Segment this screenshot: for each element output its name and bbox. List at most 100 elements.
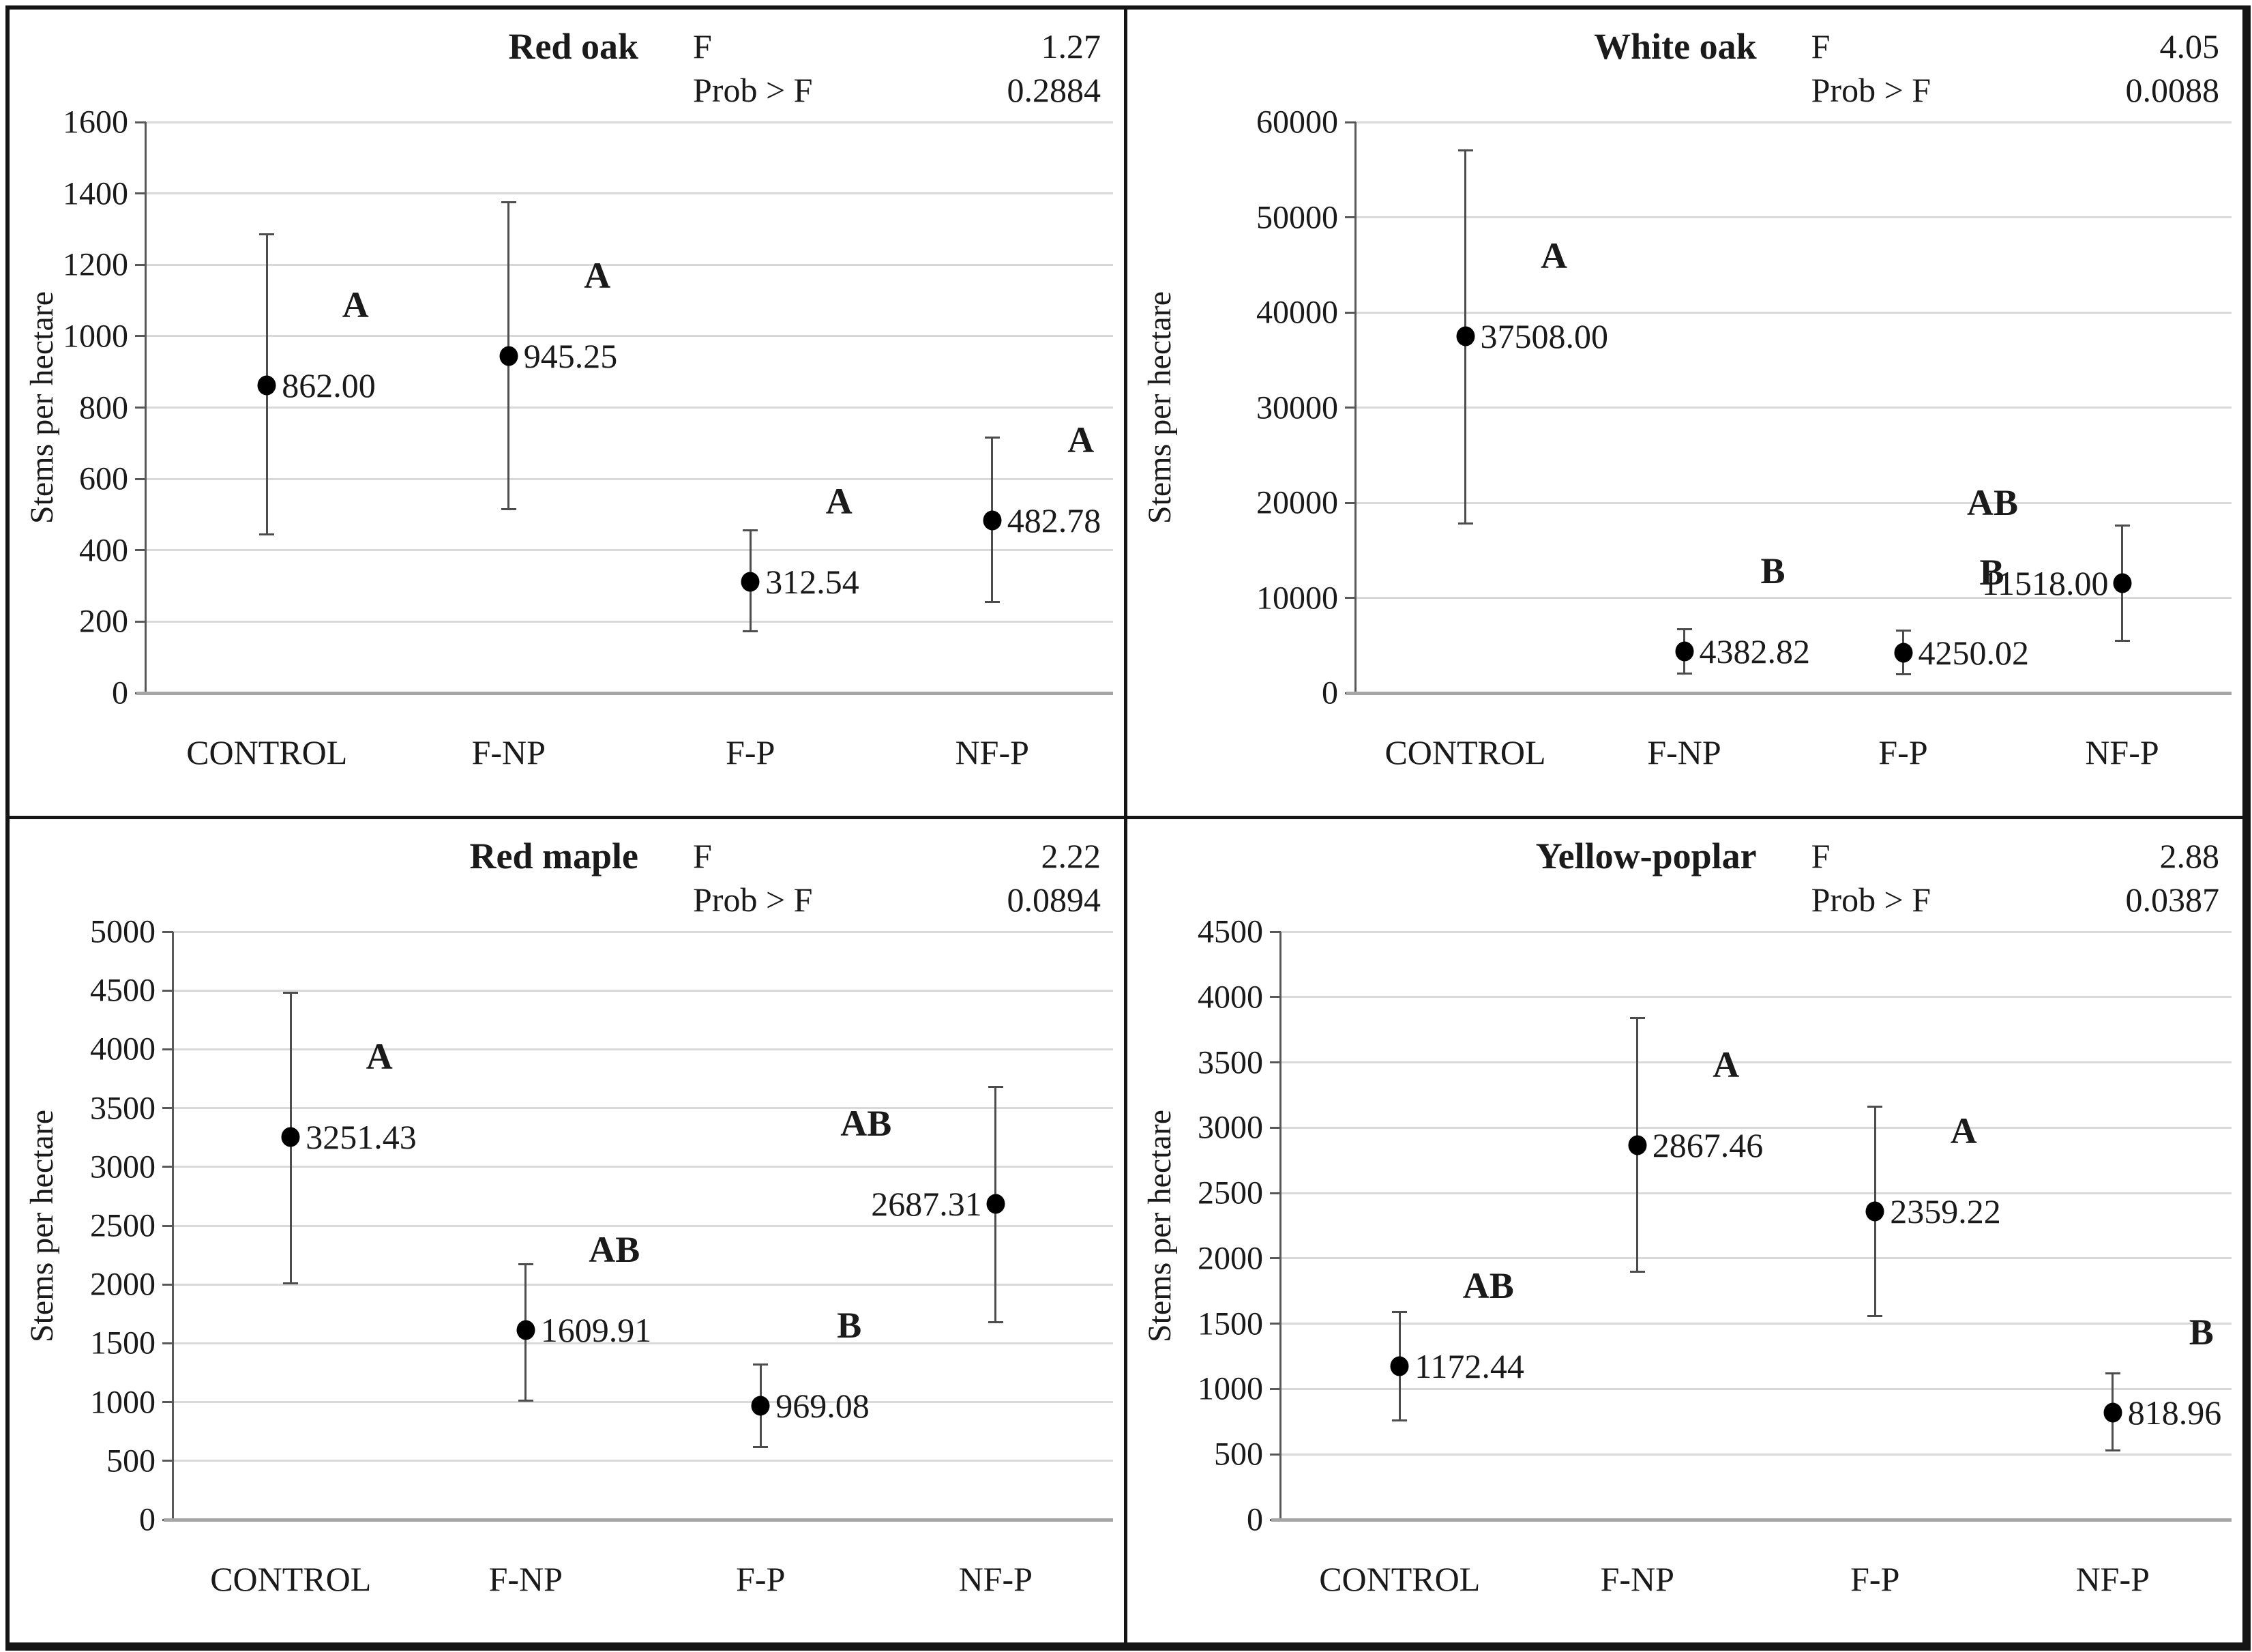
error-bar-cap-top <box>1676 628 1692 631</box>
value-label-nf-p: 11518.00 <box>1981 564 2109 603</box>
data-point-f-p <box>741 572 760 591</box>
panel-red-oak: Red oak F 1.27 Prob > F 0.2884 Stems per h… <box>10 10 1124 816</box>
y-tick-label: 0 <box>112 675 128 711</box>
f-stat-label: F <box>1811 837 1831 875</box>
error-bar-cap-top <box>1629 1016 1645 1019</box>
prob-stat-label: Prob > F <box>1811 71 1931 109</box>
y-tick-mark <box>1345 216 1356 218</box>
x-axis-label-nf-p: NF-P <box>2085 733 2159 771</box>
error-bar-cap-bottom <box>1629 1270 1645 1273</box>
y-tick-label: 400 <box>79 532 128 569</box>
y-tick-mark <box>135 620 146 623</box>
y-tick-mark <box>135 192 146 195</box>
y-axis-line <box>1354 122 1357 694</box>
y-tick-label: 2000 <box>90 1266 155 1303</box>
x-axis-line <box>1346 692 2232 695</box>
y-tick-label: 1000 <box>1198 1370 1263 1407</box>
gridline <box>1281 1453 2232 1456</box>
y-tick-mark <box>1270 1126 1281 1129</box>
prob-stat-row: Prob > F 0.2884 <box>693 68 1101 112</box>
y-axis-label-text: Stems per hectare <box>1142 291 1179 525</box>
x-axis-label-nf-p: NF-P <box>958 1560 1033 1598</box>
gridline <box>1356 121 2232 123</box>
f-stats-table: F 4.05 Prob > F 0.0088 <box>1805 25 2219 112</box>
y-tick-label: 1500 <box>90 1325 155 1361</box>
error-bar-cap-bottom <box>1895 673 1911 676</box>
error-bar-cap-bottom <box>743 630 758 632</box>
prob-stat-value: 0.0387 <box>2125 881 2220 919</box>
y-tick-label: 2500 <box>1198 1175 1263 1211</box>
error-bar-cap-bottom <box>1392 1419 1408 1421</box>
x-axis-label-f-np: F-NP <box>488 1560 563 1598</box>
x-axis-label-control: CONTROL <box>186 733 348 771</box>
y-tick-label: 30000 <box>1256 389 1338 426</box>
data-point-f-p <box>1894 643 1912 663</box>
chart-header: Red oak F 1.27 Prob > F 0.2884 <box>10 25 1101 112</box>
error-bar-cap-top <box>1867 1106 1883 1108</box>
data-point-f-np <box>1628 1135 1647 1155</box>
chart-header: Yellow-poplar F 2.88 Prob > F 0.0387 <box>1127 834 2219 921</box>
y-tick-label: 0 <box>139 1501 155 1538</box>
panel-white-oak: White oak F 4.05 Prob > F 0.0088 Stems per… <box>1127 10 2242 816</box>
y-tick-label: 600 <box>79 460 128 497</box>
gridline <box>1356 216 2232 218</box>
chart-header: Red maple F 2.22 Prob > F 0.0894 <box>10 834 1101 921</box>
y-tick-mark <box>162 1107 173 1110</box>
y-tick-label: 40000 <box>1256 294 1338 331</box>
y-tick-label: 3000 <box>90 1149 155 1185</box>
significance-letter-nf-p: A <box>1067 419 1095 461</box>
y-tick-label: 1600 <box>63 104 128 141</box>
gridline <box>173 1166 1113 1168</box>
x-axis-label-control: CONTROL <box>210 1560 372 1598</box>
value-label-control: 37508.00 <box>1480 316 1609 355</box>
y-tick-mark <box>1270 996 1281 999</box>
x-axis-label-f-np: F-NP <box>471 733 546 771</box>
f-stat-value: 2.88 <box>2159 837 2220 875</box>
significance-letter-control: A <box>366 1036 393 1078</box>
f-stats-table: F 2.88 Prob > F 0.0387 <box>1805 834 2219 921</box>
f-stat-row: F 4.05 <box>1811 25 2219 68</box>
gridline <box>1356 597 2232 599</box>
error-bar-cap-bottom <box>2105 1449 2120 1451</box>
y-tick-mark <box>1270 1192 1281 1194</box>
x-axis-label-f-np: F-NP <box>1647 733 1721 771</box>
error-bar-cap-bottom <box>259 533 275 535</box>
data-point-control <box>1456 326 1475 346</box>
value-label-f-np: 4382.82 <box>1699 632 1811 670</box>
y-tick-mark <box>162 1342 173 1344</box>
y-tick-mark <box>162 930 173 933</box>
y-tick-label: 500 <box>106 1443 155 1479</box>
plot-area-red-maple: 0 500 1000 1500 2000 2500 3000 3500 4000 4500 5000… <box>90 914 1113 1598</box>
figure-grid: Red oak F 1.27 Prob > F 0.2884 Stems per h… <box>5 5 2251 1651</box>
gridline <box>1281 1126 2232 1129</box>
x-axis-label-f-np: F-NP <box>1600 1560 1674 1598</box>
chart-title: White oak <box>1594 26 1757 67</box>
gridline <box>173 1342 1113 1344</box>
gridline <box>146 335 1113 338</box>
data-point-control <box>1390 1356 1409 1376</box>
error-bar-cap-bottom <box>984 601 1000 604</box>
gridline <box>173 1401 1113 1404</box>
y-tick-label: 500 <box>1214 1436 1263 1473</box>
chart-title: Red oak <box>508 26 638 67</box>
plot-area-yellow-poplar: 0 500 1000 1500 2000 2500 3000 3500 4000 4500 1172… <box>1198 914 2232 1598</box>
gridline <box>1281 1192 2232 1194</box>
prob-stat-label: Prob > F <box>693 881 813 919</box>
significance-letter-nf-p: AB <box>1966 482 2019 524</box>
gridline <box>1281 930 2232 933</box>
significance-letter-f-p: B <box>1979 551 2004 593</box>
error-bar-cap-top <box>283 992 299 994</box>
y-tick-mark <box>1270 1061 1281 1064</box>
y-tick-label: 3500 <box>90 1090 155 1127</box>
prob-stat-value: 0.0894 <box>1007 881 1101 919</box>
gridline <box>1281 1257 2232 1260</box>
error-bar-cap-top <box>518 1263 533 1266</box>
gridline <box>1356 407 2232 409</box>
x-axis-label-control: CONTROL <box>1384 733 1546 771</box>
gridline <box>146 477 1113 480</box>
panel-yellow-poplar: Yellow-poplar F 2.88 Prob > F 0.0387 Stems… <box>1127 819 2242 1642</box>
data-point-nf-p <box>983 510 1002 531</box>
data-point-f-p <box>751 1396 770 1416</box>
f-stat-value: 1.27 <box>1041 27 1101 65</box>
significance-letter-control: A <box>1541 235 1567 276</box>
